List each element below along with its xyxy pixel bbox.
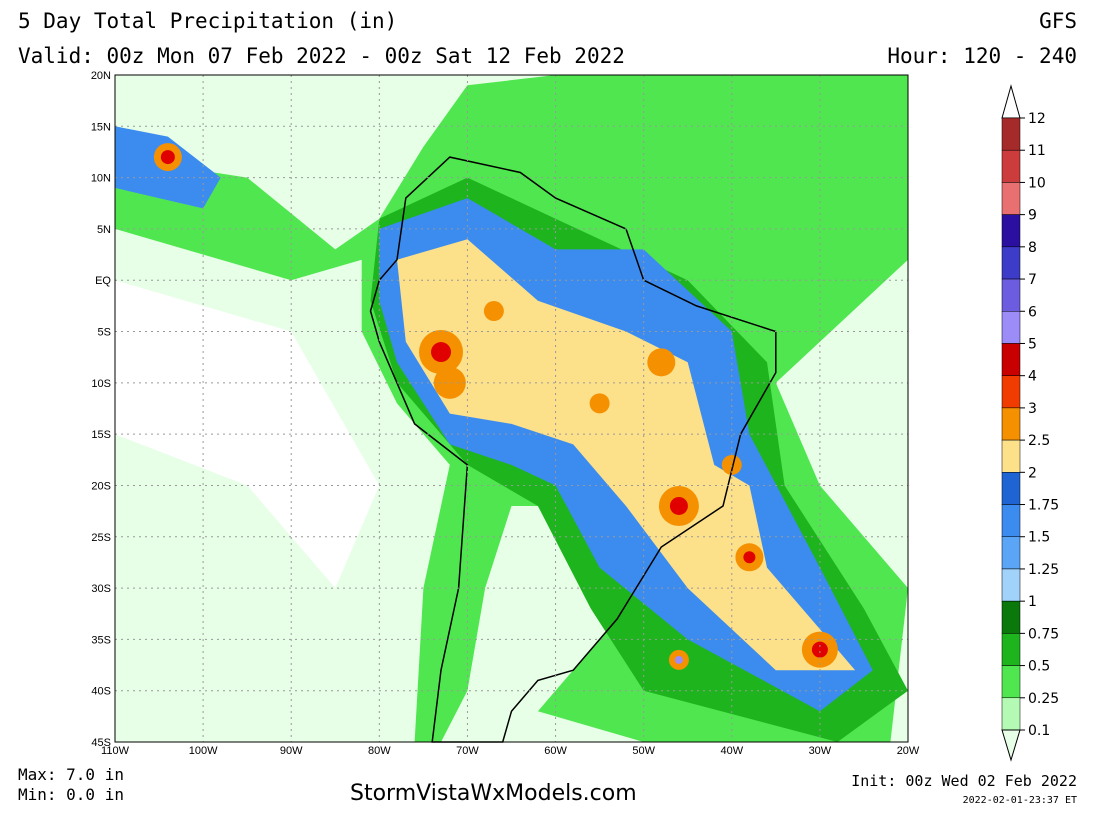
colorbar-label: 1.25 [1028, 562, 1059, 578]
colorbar-label: 1.75 [1028, 498, 1059, 514]
colorbar-label: 2.5 [1028, 433, 1050, 449]
color-swatch [1001, 375, 1021, 409]
color-swatch [1001, 568, 1021, 602]
lon-label: 90W [280, 745, 303, 757]
hour: Hour: 120 - 240 [887, 44, 1077, 68]
heavy-rain [433, 366, 466, 399]
colorbar-label: 1.5 [1028, 530, 1050, 546]
coastline [369, 156, 777, 743]
color-swatch [1001, 665, 1021, 699]
lat-label: 40S [91, 686, 111, 698]
colorbar-label: 0.5 [1028, 659, 1050, 675]
colorbar-label: 5 [1028, 336, 1037, 352]
colorbar-label: 7 [1028, 272, 1037, 288]
max: Max: 7.0 in [18, 765, 124, 784]
map: 20N15N10N5NEQ5S10S15S20S25S30S35S40S45S1… [91, 70, 920, 757]
very-heavy-rain [743, 551, 756, 564]
lon-label: 70W [456, 745, 479, 757]
colorbar-label: 0.1 [1028, 723, 1050, 739]
lat-label: 15N [91, 121, 111, 133]
colorbar-label: 0.75 [1028, 626, 1059, 642]
map-frame [114, 74, 909, 743]
color-swatch [1001, 697, 1021, 731]
lat-label: 25S [91, 532, 111, 544]
color-swatch [1001, 182, 1021, 215]
color-swatch [1001, 117, 1021, 151]
colorbar-label: 4 [1028, 369, 1037, 385]
color-swatch [1001, 600, 1021, 634]
lat-label: 45S [91, 737, 111, 749]
arrow-bottom [1001, 729, 1021, 762]
model: GFS [1039, 9, 1077, 33]
color-swatch [1001, 504, 1021, 537]
very-heavy-rain [160, 150, 175, 165]
colorbar-label: 10 [1028, 175, 1046, 191]
lon-label: 100W [189, 745, 218, 757]
colorbar-label: 0.25 [1028, 691, 1059, 707]
color-swatch [1001, 536, 1021, 570]
valid: Valid: 00z Mon 07 Feb 2022 - 00z Sat 12 … [18, 44, 625, 68]
color-swatch [1001, 149, 1021, 183]
site: StormVistaWxModels.com [350, 781, 637, 806]
heavy-rain [647, 348, 676, 377]
colorbar-label: 12 [1028, 111, 1046, 127]
lat-label: 20N [91, 70, 111, 82]
arrow-top [1001, 84, 1021, 119]
lon-label: 40W [720, 745, 743, 757]
very-heavy-rain [431, 342, 452, 363]
lat-label: 5S [98, 327, 111, 339]
color-swatch [1001, 311, 1021, 344]
colorbar: 12 11 10 9 8 7 6 5 4 3 2.5 2 1.75 1.5 1.25 1 0.75 0.5 0.25… [1001, 84, 1059, 762]
color-swatch [1001, 278, 1021, 312]
peak [674, 655, 683, 664]
lat-label: 10S [91, 378, 111, 390]
color-swatch [1001, 214, 1021, 248]
color-swatch [1001, 472, 1021, 505]
lon-label: 50W [632, 745, 655, 757]
color-swatch [1001, 633, 1021, 666]
lon-label: 80W [368, 745, 391, 757]
lon-label: 20W [897, 745, 920, 757]
min: Min: 0.0 in [18, 785, 124, 804]
colorbar-label: 9 [1028, 208, 1037, 224]
colorbar-label: 8 [1028, 240, 1037, 256]
lon-label: 60W [544, 745, 567, 757]
stamp: 2022-02-01-23:37 ET [963, 795, 1077, 806]
lon-label: 30W [809, 745, 832, 757]
colorbar-label: 6 [1028, 304, 1037, 320]
colorbar-label: 1 [1028, 594, 1037, 610]
heavy-rain [721, 454, 742, 475]
heavy-rain [589, 393, 610, 414]
color-swatch [1001, 407, 1021, 441]
lat-label: 15S [91, 429, 111, 441]
heavy-rain [483, 301, 504, 322]
lat-label: 5N [97, 224, 111, 236]
lat-label: EQ [95, 275, 111, 287]
color-swatch [1001, 439, 1021, 473]
colorbar-label: 3 [1028, 401, 1037, 417]
lat-label: 20S [91, 480, 111, 492]
very-heavy-rain [811, 641, 828, 658]
lat-label: 10N [91, 173, 111, 185]
very-heavy-rain [669, 496, 688, 515]
lat-label: 30S [91, 583, 111, 595]
lon-label: 110W [101, 745, 130, 757]
lat-label: 35S [91, 634, 111, 646]
colorbar-label: 2 [1028, 465, 1037, 481]
color-swatch [1001, 246, 1021, 280]
title: 5 Day Total Precipitation (in) [18, 9, 397, 33]
color-swatch [1001, 343, 1021, 376]
init: Init: 00z Wed 02 Feb 2022 [851, 772, 1077, 790]
colorbar-label: 11 [1028, 143, 1046, 159]
